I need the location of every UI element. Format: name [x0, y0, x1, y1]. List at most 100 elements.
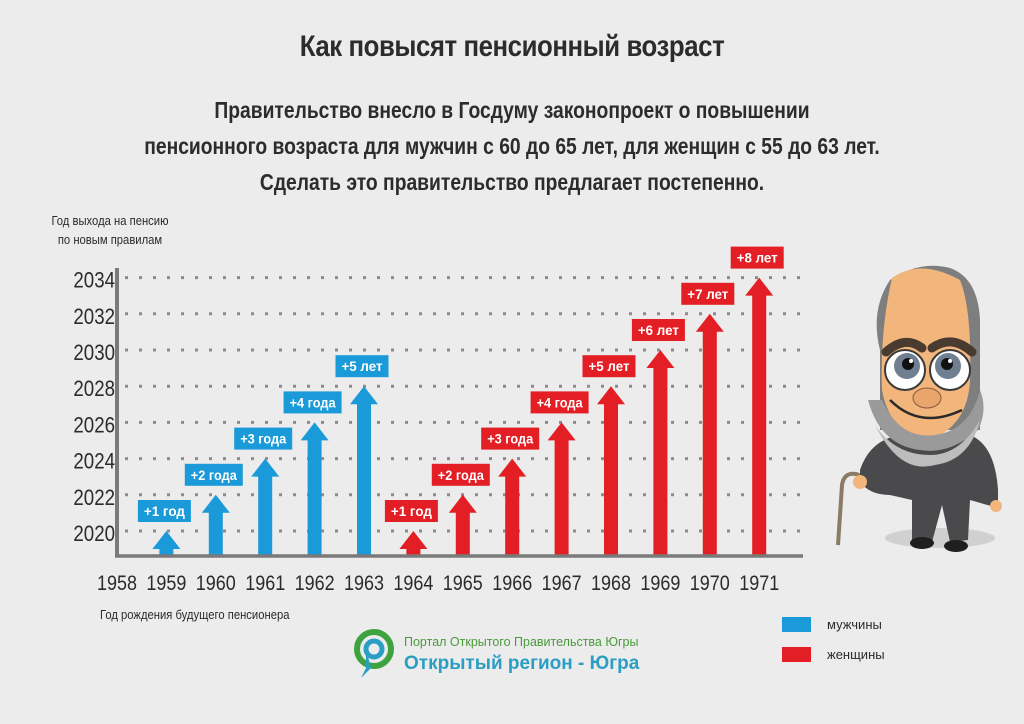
arrow-bar: +1 год [137, 500, 191, 555]
subtitle-line: Правительство внесло в Госдуму законопро… [214, 97, 810, 123]
value-badge [631, 319, 685, 341]
legend-item-women: женщины [782, 639, 885, 669]
legend-swatch-men [782, 616, 811, 632]
value-badge [283, 391, 342, 414]
y-tick-label: 2026 [73, 414, 115, 438]
arrow-icon [201, 494, 230, 555]
arrow-icon [646, 350, 675, 555]
arrow-bar: +5 лет [582, 355, 636, 555]
legend-item-men: мужчины [782, 609, 885, 639]
y-axis-ticks: 2020 2022 2024 2026 2028 2030 2032 2034 [73, 269, 115, 546]
arrow-icon [597, 386, 625, 555]
arrow-icon [547, 422, 576, 555]
value-badge [730, 246, 784, 269]
value-badge [137, 500, 191, 522]
value-badge-label: +2 года [191, 467, 237, 483]
value-badge-label: +7 лет [687, 286, 728, 302]
value-badge [481, 427, 540, 450]
arrow-icon [745, 277, 774, 555]
x-tick-label: 1961 [245, 572, 285, 595]
y-axis-title-line: Год выхода на пенсию [51, 214, 169, 228]
y-tick-label: 2034 [73, 269, 115, 293]
value-badge [234, 427, 293, 450]
y-tick-label: 2030 [73, 342, 115, 366]
arrow-bar: +1 год [384, 500, 438, 555]
subtitle-line: Сделать это правительство предлагает пос… [259, 169, 765, 195]
value-badge-label: +1 год [144, 503, 185, 519]
arrow-icon [152, 531, 181, 555]
y-tick-label: 2024 [73, 450, 115, 474]
x-tick-label: 1968 [591, 572, 631, 595]
value-badge-label: +4 года [290, 394, 336, 410]
arrow-icon [399, 531, 428, 555]
x-tick-label: 1958 [97, 572, 137, 595]
value-badge-label: +2 года [438, 467, 484, 483]
arrow-bar: +5 лет [335, 355, 389, 555]
value-badge [582, 355, 636, 378]
legend: мужчины женщины [782, 609, 885, 669]
arrow-bar: +7 лет [681, 282, 735, 555]
value-badge-label: +8 лет [737, 250, 778, 266]
y-tick-label: 2022 [73, 486, 115, 510]
value-badge-label: +3 года [487, 431, 533, 447]
y-axis-title: Год выхода на пенсию по новым правилам [38, 212, 182, 250]
arrow-bar: +4 года [283, 391, 342, 555]
y-axis-title-line: по новым правилам [57, 233, 163, 247]
value-badge [681, 282, 735, 305]
x-tick-label: 1963 [344, 572, 384, 595]
x-tick-label: 1964 [393, 572, 433, 595]
x-tick-label: 1967 [542, 572, 582, 595]
portal-name: Портал Открытого Правительства Югры [404, 635, 639, 649]
portal-logo[interactable]: Портал Открытого Правительства Югры Откр… [352, 628, 639, 682]
value-badge [184, 463, 243, 486]
value-badge-label: +4 года [537, 394, 583, 410]
gridlines [125, 276, 800, 533]
arrow-bar: +4 года [530, 391, 589, 555]
value-badge [384, 500, 438, 522]
page-title: Как повысят пенсионный возраст [299, 30, 725, 63]
arrow-bar: +2 года [184, 463, 243, 555]
subtitle-line: пенсионного возраста для мужчин с 60 до … [144, 133, 880, 159]
open-region-logo-icon [354, 629, 394, 678]
x-tick-label: 1966 [492, 572, 532, 595]
legend-swatch-women [782, 646, 811, 662]
value-badge [431, 463, 490, 486]
arrow-bar: +6 лет [631, 319, 685, 555]
arrow-icon [448, 494, 477, 555]
value-badge [335, 355, 389, 378]
x-tick-label: 1965 [443, 572, 483, 595]
value-badge-label: +1 год [391, 503, 432, 519]
y-tick-label: 2032 [73, 305, 115, 329]
old-man-illustration [836, 265, 1002, 552]
y-tick-label: 2020 [73, 523, 115, 547]
value-badge [530, 391, 589, 414]
legend-label: мужчины [827, 616, 882, 632]
arrow-bar: +8 лет [730, 246, 784, 555]
arrow-bar: +2 года [431, 463, 490, 555]
legend-label: женщины [827, 646, 885, 662]
x-tick-label: 1960 [196, 572, 236, 595]
arrow-icon [350, 386, 378, 555]
arrow-bar: +3 года [481, 427, 540, 555]
arrow-icon [251, 458, 280, 555]
bars: +1 год +2 года +3 года +4 года +5 лет +1 год +… [137, 246, 784, 555]
brand-name: Открытый регион - Югра [404, 653, 640, 674]
x-tick-label: 1962 [295, 572, 335, 595]
x-tick-label: 1959 [146, 572, 186, 595]
value-badge-label: +6 лет [638, 322, 679, 338]
x-axis-title: Год рождения будущего пенсионера [100, 608, 290, 622]
x-axis-ticks: 1958 1959 1960 1961 1962 1963 1964 1965 1966 1967… [97, 572, 779, 595]
value-badge-label: +5 лет [342, 358, 383, 374]
subtitle: Правительство внесло в Госдуму законопро… [92, 92, 932, 200]
value-badge-label: +5 лет [589, 358, 630, 374]
value-badge-label: +3 года [240, 431, 286, 447]
arrow-bar: +3 года [234, 427, 293, 555]
arrow-icon [695, 313, 724, 555]
x-tick-label: 1969 [640, 572, 680, 595]
x-tick-label: 1971 [739, 572, 779, 595]
y-tick-label: 2028 [73, 378, 115, 402]
arrow-icon [498, 458, 527, 555]
x-tick-label: 1970 [690, 572, 730, 595]
arrow-icon [300, 422, 329, 555]
